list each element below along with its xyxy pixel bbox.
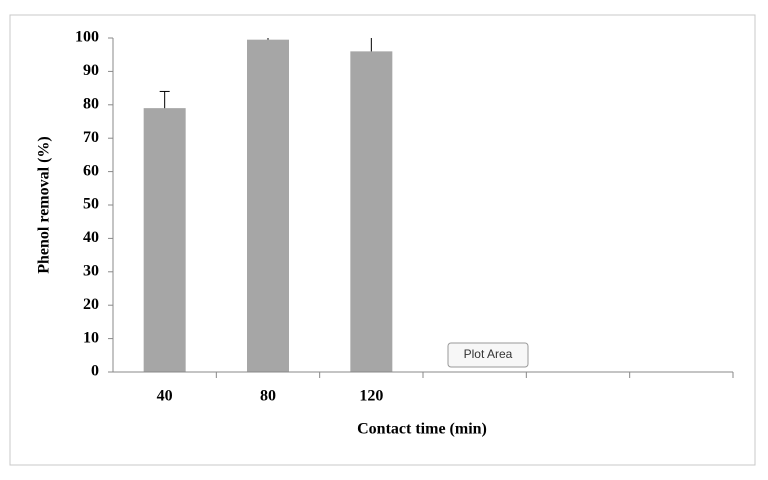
y-tick-label: 10 bbox=[83, 329, 99, 346]
y-tick-label: 70 bbox=[83, 129, 99, 146]
y-tick-label: 50 bbox=[83, 196, 99, 213]
y-tick-label: 100 bbox=[75, 29, 99, 46]
x-tick-label: 40 bbox=[157, 388, 173, 405]
y-tick-label: 30 bbox=[83, 262, 99, 279]
x-axis-label: Contact time (min) bbox=[357, 421, 487, 438]
y-tick-label: 90 bbox=[83, 62, 99, 79]
tooltip: Plot Area bbox=[464, 347, 513, 361]
y-tick-label: 60 bbox=[83, 162, 99, 179]
bar bbox=[143, 108, 186, 372]
x-tick-label: 80 bbox=[260, 388, 276, 405]
x-tick-label: 120 bbox=[359, 388, 383, 405]
plot: 0 10 20 30 40 50 60 70 80 90 100 40 80 120 bbox=[75, 29, 734, 405]
bar bbox=[350, 51, 393, 373]
y-axis-label: Phenol removal (%) bbox=[36, 136, 53, 273]
y-tick-label: 20 bbox=[83, 296, 99, 313]
y-tick-label: 80 bbox=[83, 95, 99, 112]
tooltip-box bbox=[447, 342, 529, 368]
y-tick-label: 0 bbox=[91, 363, 99, 380]
bar bbox=[247, 39, 289, 373]
y-tick-label: 40 bbox=[83, 229, 99, 246]
